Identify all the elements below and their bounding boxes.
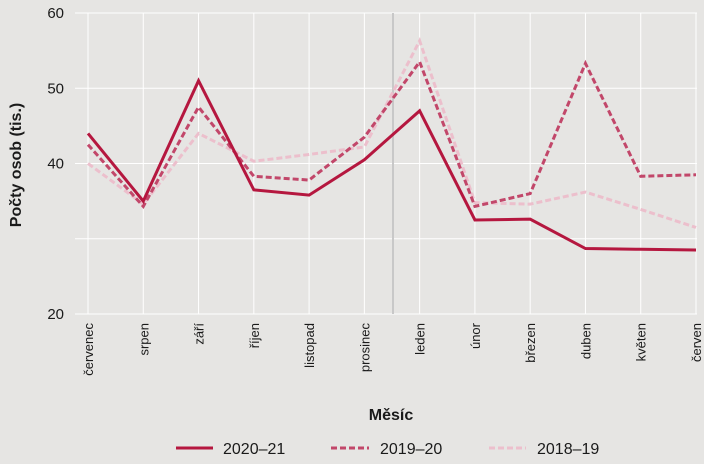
y-tick-label: 40	[47, 156, 64, 173]
series-line-2020–21	[86, 77, 697, 252]
y-tick-label: 20	[47, 306, 64, 323]
legend-item: 2019–20	[331, 441, 442, 458]
legend-label: 2018–19	[537, 441, 599, 458]
x-tick-label: únor	[468, 322, 483, 349]
series-line-2018–19	[87, 37, 697, 229]
legend-label: 2019–20	[380, 441, 442, 458]
x-tick-label: prosinec	[357, 323, 372, 373]
x-tick-label: duben	[578, 323, 593, 359]
x-tick-label: červen	[689, 323, 704, 362]
y-tick-label: 60	[47, 5, 64, 22]
x-tick-label: srpen	[136, 323, 151, 356]
legend-item: 2020–21	[176, 441, 285, 458]
legend-item: 2018–19	[489, 441, 599, 458]
x-tick-label: květen	[634, 323, 649, 361]
x-axis-ticks: červenec srpen září říjen listopad prosinec le…	[81, 322, 704, 375]
x-tick-label: listopad	[302, 323, 317, 368]
x-tick-label: leden	[413, 323, 428, 355]
series-line-2019–20	[86, 58, 697, 209]
series-lines	[86, 37, 697, 252]
y-axis-ticks: 20 40 50 60	[47, 5, 64, 323]
y-axis-title: Počty osob (tis.)	[8, 103, 25, 227]
y-tick-label: 50	[47, 80, 64, 97]
legend-label: 2020–21	[223, 441, 285, 458]
gridlines	[75, 12, 697, 315]
x-tick-label: březen	[523, 323, 538, 363]
x-axis-title: Měsíc	[369, 407, 414, 424]
legend: 2020–21 2019–20 2018–19	[176, 441, 599, 458]
x-tick-label: září	[192, 323, 207, 345]
x-tick-label: říjen	[247, 323, 262, 348]
x-tick-label: červenec	[81, 323, 96, 376]
